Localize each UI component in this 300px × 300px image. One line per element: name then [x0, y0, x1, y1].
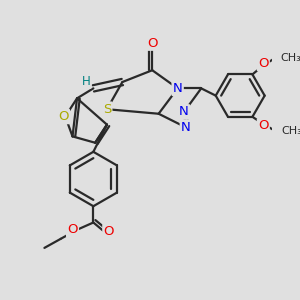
Text: O: O [258, 57, 268, 70]
Text: N: N [179, 105, 189, 119]
Text: N: N [181, 121, 191, 134]
Text: CH₃: CH₃ [281, 126, 300, 136]
Text: O: O [103, 225, 114, 238]
Text: CH₃: CH₃ [280, 53, 300, 63]
Text: S: S [103, 103, 111, 116]
Text: O: O [258, 119, 268, 132]
Text: O: O [147, 37, 158, 50]
Text: O: O [67, 223, 78, 236]
Text: N: N [173, 82, 182, 95]
Text: H: H [82, 75, 91, 88]
Text: O: O [58, 110, 69, 123]
